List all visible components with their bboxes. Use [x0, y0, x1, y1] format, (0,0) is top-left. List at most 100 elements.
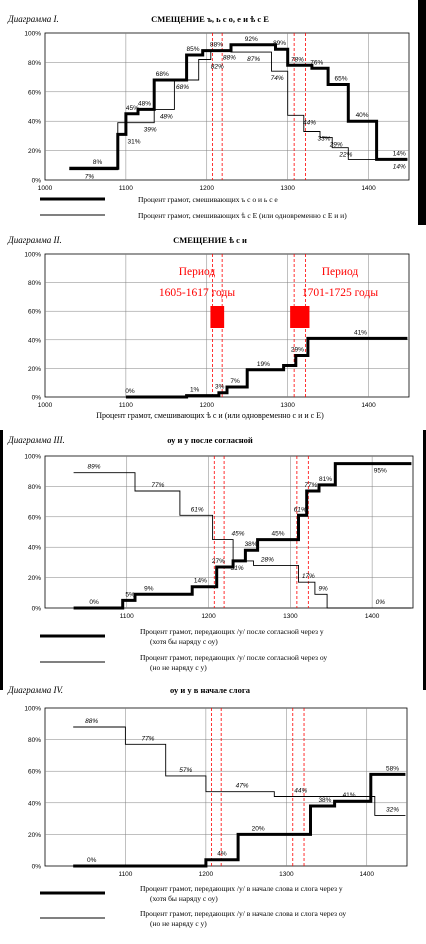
data-label: 41% — [343, 792, 356, 799]
diagram-label: Диаграмма II. — [7, 235, 62, 245]
x-tick-label: 1100 — [120, 613, 134, 620]
x-tick-label: 1000 — [38, 185, 53, 192]
diagram-label: Диаграмма I. — [7, 14, 59, 24]
y-tick-label: 0% — [32, 178, 42, 185]
data-label: 44% — [303, 119, 316, 126]
y-tick-label: 0% — [32, 864, 42, 871]
data-label: 17% — [302, 573, 315, 580]
y-tick-label: 80% — [28, 280, 41, 287]
y-tick-label: 0% — [32, 395, 42, 402]
data-label: 85% — [187, 46, 200, 53]
x-tick-label: 1200 — [200, 185, 215, 192]
x-tick-label: 1100 — [119, 185, 133, 192]
data-label: 61% — [191, 506, 204, 513]
y-tick-label: 20% — [28, 148, 41, 155]
y-tick-label: 20% — [28, 832, 41, 839]
legend-label-1: Процент грамот, передающих /у/ в начале … — [140, 884, 343, 893]
data-label: 32% — [386, 806, 399, 813]
x-axis-caption: Процент грамот, смешивающих ѣ с и (или о… — [96, 411, 324, 420]
right-edge-band-top — [418, 0, 426, 225]
data-label: 14% — [393, 150, 406, 157]
data-label: 7% — [230, 378, 240, 385]
y-tick-label: 60% — [28, 769, 41, 776]
legend-label-cont: (хотя бы наряду с оу) — [150, 637, 218, 646]
data-label: 45% — [126, 105, 139, 112]
y-tick-label: 60% — [28, 309, 41, 316]
legend-label-1: Процент грамот, смешивающих ъ с о и ь с … — [138, 195, 278, 204]
data-label: 77% — [151, 482, 164, 489]
x-tick-label: 1200 — [201, 613, 216, 620]
data-label: 0% — [376, 599, 386, 606]
data-label: 68% — [156, 71, 169, 78]
data-label: 7% — [85, 174, 95, 181]
data-label: 82% — [211, 63, 224, 70]
data-label: 44% — [294, 787, 307, 794]
data-label: 81% — [319, 476, 332, 483]
data-label: 31% — [231, 565, 244, 572]
series-line-2 — [73, 472, 412, 609]
data-label: 87% — [247, 56, 260, 63]
data-label: 89% — [273, 40, 286, 47]
series-line-1 — [73, 772, 406, 868]
data-label: 38% — [245, 541, 258, 548]
data-label: 68% — [176, 84, 189, 91]
diagram-title: оу и у после согласной — [167, 435, 253, 445]
data-label: 19% — [257, 361, 270, 368]
legend-label-2: Процент грамот, смешивающих ѣ с Е (или о… — [138, 211, 347, 220]
legend-label-cont: (но не наряду с у) — [150, 663, 207, 672]
diagram-1: Диаграмма I. СМЕЩЕНИЕ ъ, ь с о, е и ѣ с Е… — [7, 14, 410, 220]
y-tick-label: 40% — [28, 545, 41, 552]
data-label: 8% — [93, 159, 103, 166]
data-label: 48% — [138, 100, 151, 107]
diagram-title: СМЕЩЕНИЕ ѣ с и — [173, 235, 247, 245]
data-label: 0% — [89, 599, 99, 606]
x-tick-label: 1000 — [38, 402, 53, 409]
y-tick-label: 40% — [28, 119, 41, 126]
x-tick-label: 1100 — [119, 402, 133, 409]
x-tick-label: 1400 — [360, 871, 375, 878]
period-marker-1 — [210, 306, 225, 328]
y-tick-label: 60% — [28, 89, 41, 96]
period-years: 1605-1617 годы — [159, 287, 235, 299]
data-label: 47% — [236, 783, 249, 790]
series-line-1 — [125, 336, 408, 399]
legend-label-2: Процент грамот, передающих /у/ в начале … — [140, 909, 346, 918]
data-label: 88% — [210, 42, 223, 49]
y-tick-label: 0% — [32, 606, 42, 613]
data-label: 77% — [141, 735, 154, 742]
y-tick-label: 80% — [28, 737, 41, 744]
y-tick-label: 100% — [24, 706, 41, 713]
data-label: 3% — [215, 384, 225, 391]
series-line-2 — [73, 726, 406, 816]
x-tick-label: 1300 — [280, 185, 295, 192]
diagram-2: Диаграмма II. СМЕЩЕНИЕ ѣ с и 0% 20% 40% 60% 80… — [7, 235, 410, 420]
diagram-label: Диаграмма III. — [7, 435, 65, 445]
x-tick-label: 1100 — [118, 871, 132, 878]
data-label: 48% — [160, 113, 173, 120]
y-tick-label: 60% — [28, 514, 41, 521]
plot-frame — [44, 32, 410, 181]
period-marker-2 — [290, 306, 310, 328]
y-tick-label: 80% — [28, 60, 41, 67]
data-label: 1% — [190, 387, 200, 394]
data-label: 89% — [88, 464, 101, 471]
y-tick-label: 100% — [24, 31, 41, 38]
data-label: 74% — [271, 75, 284, 82]
data-label: 33% — [318, 135, 331, 142]
y-tick-label: 100% — [24, 252, 41, 259]
data-label: 4% — [217, 851, 227, 858]
data-label: 29% — [291, 347, 304, 354]
data-label: 58% — [386, 765, 399, 772]
data-label: 88% — [85, 718, 98, 725]
period-title: Период — [322, 266, 359, 278]
data-label: 45% — [272, 531, 285, 538]
series-line-2 — [69, 50, 408, 171]
data-label: 38% — [318, 797, 331, 804]
x-tick-label: 1400 — [361, 402, 376, 409]
y-tick-label: 80% — [28, 484, 41, 491]
data-label: 0% — [125, 388, 135, 395]
data-label: 95% — [374, 468, 387, 475]
diagram-4: Диаграмма IV. оу и у в начале слога 0% 20% 4… — [7, 685, 408, 928]
data-label: 28% — [260, 556, 274, 563]
